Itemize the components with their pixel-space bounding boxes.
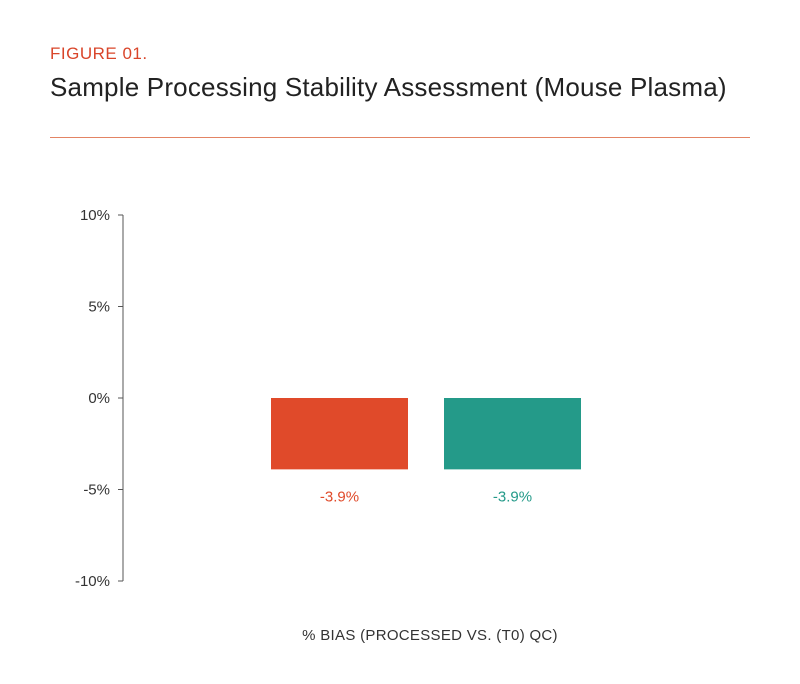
title-divider — [50, 137, 750, 138]
y-tick-label: -10% — [75, 573, 110, 590]
data-labels: -3.9% -3.9% — [320, 488, 532, 505]
bar-1-value-label: -3.9% — [320, 488, 359, 505]
bar-1 — [271, 398, 408, 470]
chart-title: Sample Processing Stability Assessment (… — [50, 72, 727, 102]
y-axis: 10% 5% 0% -5% -10% — [75, 207, 124, 590]
y-tick-label: 5% — [88, 299, 110, 316]
y-tick-label: 10% — [80, 207, 110, 224]
y-tick-label: -5% — [83, 482, 110, 499]
bar-2 — [444, 398, 581, 470]
x-axis-label: % BIAS (PROCESSED VS. (T0) QC) — [302, 627, 558, 644]
y-tick-label: 0% — [88, 390, 110, 407]
bars — [271, 398, 581, 470]
figure-label: FIGURE 01. — [50, 44, 148, 63]
bar-2-value-label: -3.9% — [493, 488, 532, 505]
